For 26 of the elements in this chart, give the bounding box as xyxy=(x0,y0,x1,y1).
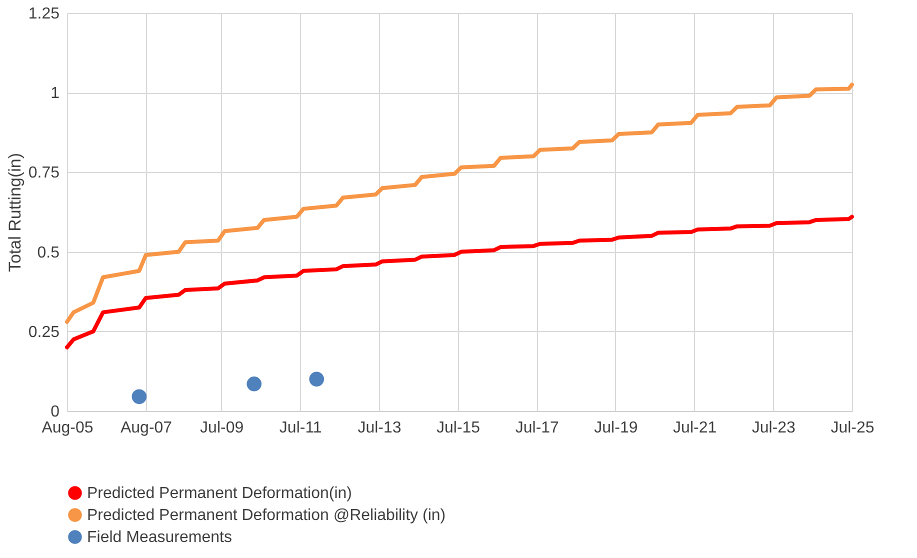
y-tick-label: 0.25 xyxy=(28,324,60,341)
y-axis-title: Total Rutting(in) xyxy=(5,152,24,272)
y-tick-label: 1.25 xyxy=(28,6,60,22)
x-tick-label: Jul-13 xyxy=(358,420,402,436)
x-tick-label: Jul-19 xyxy=(594,420,638,436)
x-tick-label: Jul-23 xyxy=(752,420,796,436)
line-series xyxy=(65,214,854,350)
y-tick-label: 0.75 xyxy=(28,164,60,182)
y-tick-label: 0 xyxy=(50,404,60,420)
point xyxy=(309,372,324,387)
y-tick-label: 0.5 xyxy=(37,244,60,262)
legend-label: Field Measurements xyxy=(87,529,232,546)
x-tick-label: Aug-05 xyxy=(42,420,94,436)
x-tick-label: Jul-25 xyxy=(830,420,874,436)
x-tick-label: Jul-11 xyxy=(279,420,322,436)
point xyxy=(246,376,262,392)
line-series xyxy=(65,82,854,324)
y-tick-label: 1 xyxy=(50,85,60,102)
point xyxy=(132,389,147,404)
x-tick-label: Jul-17 xyxy=(515,420,560,436)
x-tick-label: Aug-07 xyxy=(120,420,172,436)
x-tick-label: Jul-21 xyxy=(673,420,717,436)
x-tick-label: Jul-15 xyxy=(436,420,480,436)
legend-label: Predicted Permanent Deformation @Reliability (in) xyxy=(87,507,446,524)
legend-label: Predicted Permanent Deformation(in) xyxy=(87,485,352,502)
x-tick-label: Jul-09 xyxy=(200,420,244,436)
